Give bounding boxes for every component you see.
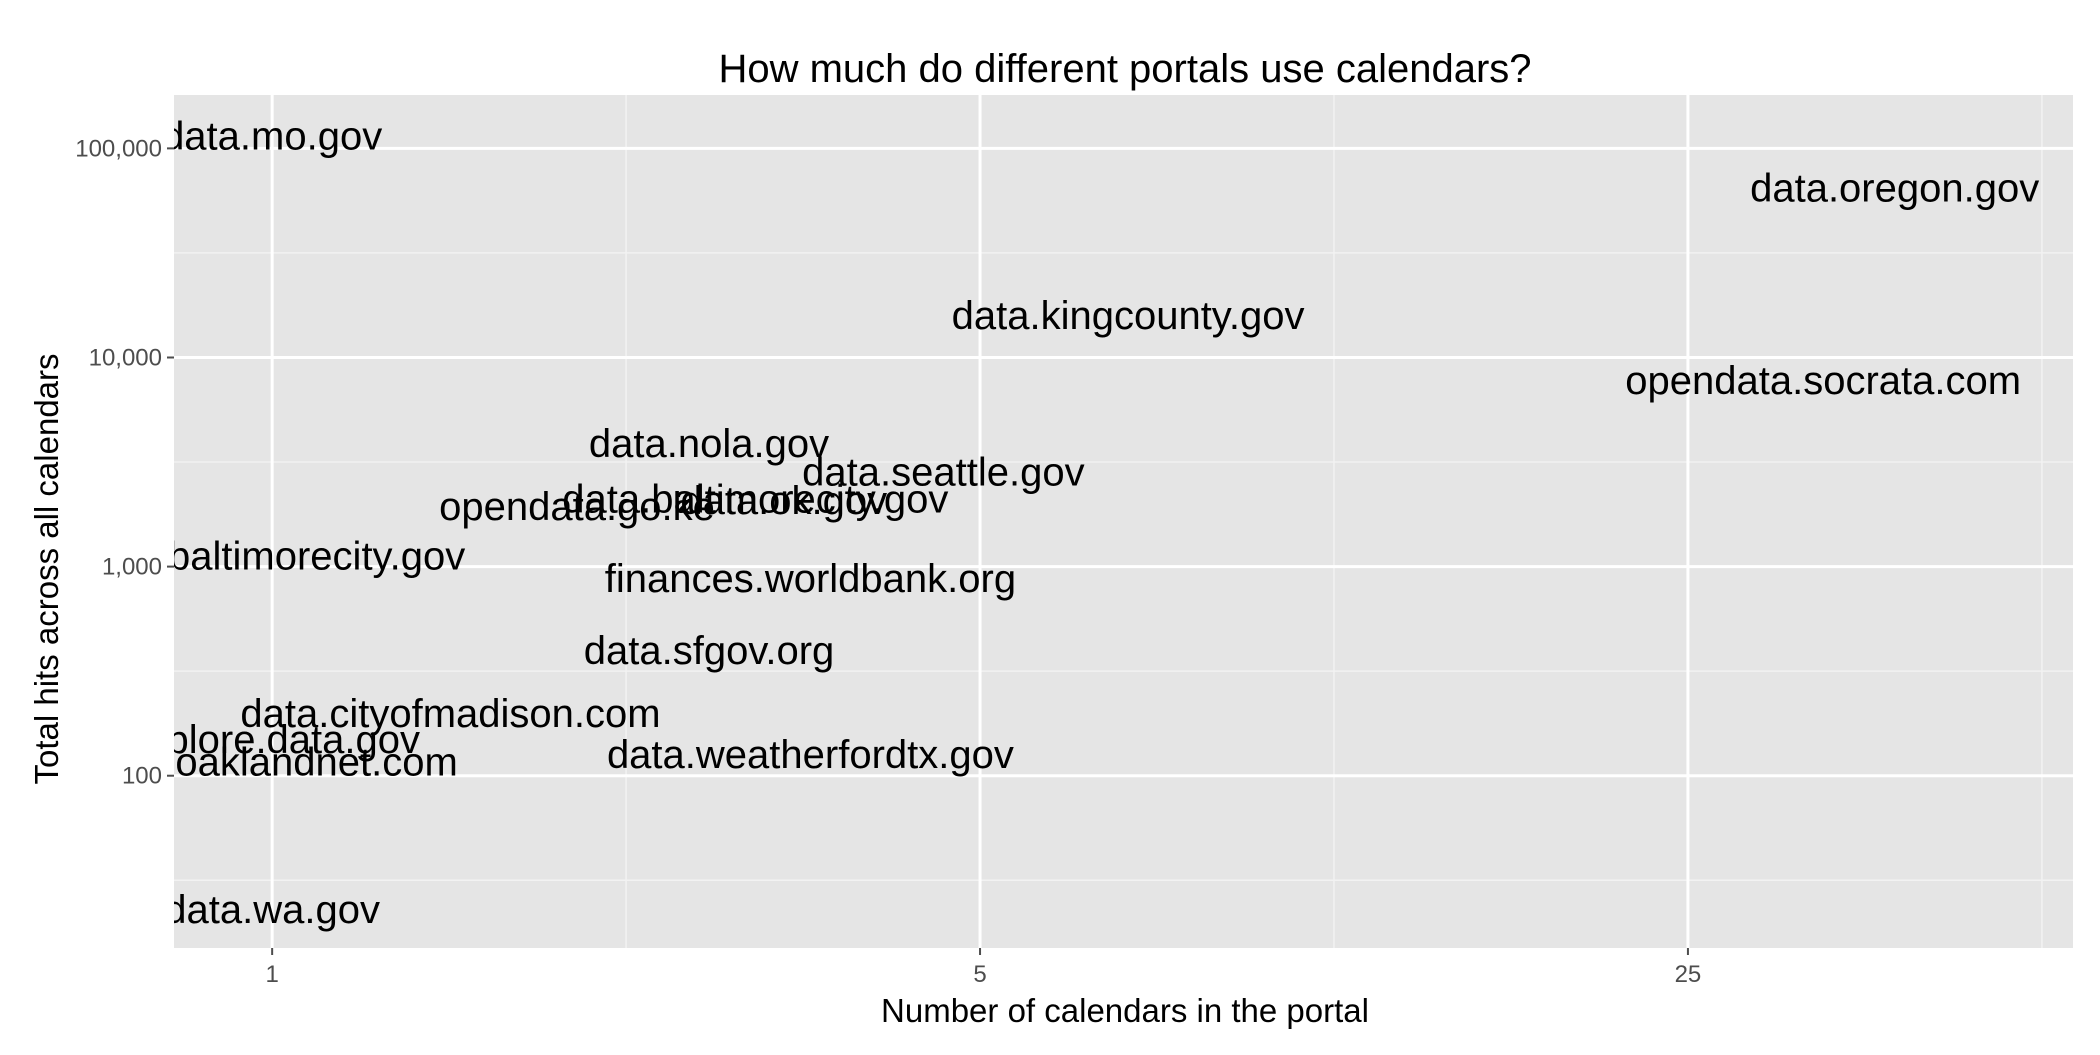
point-label: opendata.socrata.com bbox=[1625, 359, 2021, 403]
point-label: data.baltimorecity.gov bbox=[562, 477, 948, 521]
point-label: data.sfgov.org bbox=[584, 629, 835, 673]
point-label: data.cityofmadison.com bbox=[240, 692, 660, 736]
x-tick-label: 25 bbox=[1675, 961, 1702, 988]
y-tick-label: 100,000 bbox=[75, 135, 162, 162]
y-tick-label: 100 bbox=[122, 763, 162, 790]
point-label: explore.data.gov bbox=[124, 718, 420, 762]
point-label: data.kingcounty.gov bbox=[952, 294, 1305, 338]
point-label: data.wa.gov bbox=[164, 888, 380, 932]
point-label: data.seattle.gov bbox=[802, 450, 1084, 494]
point-label: data.weatherfordtx.gov bbox=[607, 733, 1014, 777]
point-label: finances.worldbank.org bbox=[605, 557, 1016, 601]
x-axis-title: Number of calendars in the portal bbox=[881, 992, 1369, 1029]
x-tick-label: 5 bbox=[973, 961, 986, 988]
point-label: data.baltimorecity.gov bbox=[79, 535, 465, 579]
y-tick-label: 1,000 bbox=[102, 554, 162, 581]
plot-panel bbox=[174, 95, 2073, 948]
point-label: data.oaklandnet.com bbox=[86, 740, 457, 784]
point-label: opendata.go.ke bbox=[439, 485, 715, 529]
y-tick-label: 10,000 bbox=[89, 344, 162, 371]
point-label: data.oregon.gov bbox=[1750, 167, 2039, 211]
point-label: data.mo.gov bbox=[162, 115, 382, 159]
point-label: data.nola.gov bbox=[589, 422, 829, 466]
chart-title: How much do different portals use calend… bbox=[718, 47, 1531, 91]
x-tick-label: 1 bbox=[265, 961, 278, 988]
point-label: data.ok.gov bbox=[680, 479, 887, 523]
point-labels: data.mo.gov data.oregon.gov data.kingcount… bbox=[79, 115, 2039, 932]
y-axis-title: Total hits across all calendars bbox=[28, 353, 65, 784]
